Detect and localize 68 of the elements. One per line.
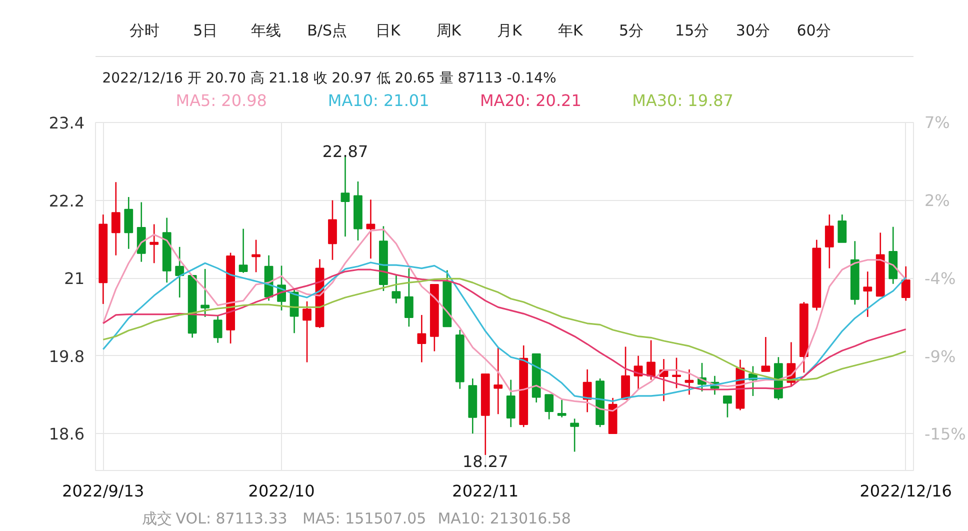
annotation: 18.27 bbox=[462, 452, 508, 471]
candlestick bbox=[570, 418, 580, 452]
candlestick bbox=[672, 357, 681, 389]
x-tick-label: 2022/12/16 bbox=[860, 482, 952, 500]
candlestick bbox=[340, 156, 350, 238]
text: B/S点 bbox=[307, 22, 347, 40]
y-tick-label: 23.4 bbox=[48, 114, 84, 132]
y2-tick-label: 2% bbox=[924, 190, 950, 210]
text: 月K bbox=[497, 22, 524, 40]
candlestick bbox=[684, 368, 694, 396]
text: 60分 bbox=[796, 22, 831, 40]
y-tick-label: 19.8 bbox=[48, 346, 84, 366]
text: 分时 bbox=[130, 22, 160, 40]
text: 日K bbox=[375, 22, 402, 40]
candlestick bbox=[111, 181, 120, 256]
text: MA5: 20.98 bbox=[176, 91, 267, 110]
candlestick bbox=[366, 198, 376, 260]
candlestick bbox=[761, 336, 770, 372]
text: 5分 bbox=[618, 22, 644, 40]
candlestick bbox=[838, 214, 847, 244]
candlestick bbox=[404, 268, 414, 328]
candlestick bbox=[175, 246, 184, 298]
candlestick bbox=[328, 200, 337, 261]
y2-tick-label: -15% bbox=[924, 424, 966, 444]
x-tick-label: 2022/10 bbox=[248, 482, 315, 500]
candlestick bbox=[506, 379, 516, 428]
y-tick-label: 18.6 bbox=[48, 424, 84, 444]
candlestick bbox=[544, 394, 554, 420]
text: 15分 bbox=[675, 22, 710, 40]
y2-tick-label: -4% bbox=[924, 268, 956, 288]
text: MA5: 151507.05 bbox=[302, 510, 426, 528]
candlestick bbox=[723, 395, 732, 418]
text: MA10: 21.01 bbox=[328, 91, 430, 110]
candlestick bbox=[646, 340, 656, 380]
x-tick-label: 2022/9/13 bbox=[62, 482, 144, 500]
y-tick-label: 21 bbox=[64, 269, 84, 288]
candlestick bbox=[213, 314, 222, 344]
text: 年线 bbox=[251, 22, 282, 40]
text: 周K bbox=[436, 22, 462, 40]
candlestick bbox=[124, 196, 134, 250]
text: 30分 bbox=[736, 22, 770, 40]
candlestick bbox=[150, 224, 159, 264]
text: 5日 bbox=[193, 22, 218, 40]
y2-tick-label: -9% bbox=[924, 346, 956, 366]
candlestick bbox=[494, 346, 503, 415]
x-tick-label: 2022/11 bbox=[452, 482, 519, 500]
text: 年K bbox=[558, 22, 584, 40]
y-tick-label: 22.2 bbox=[48, 191, 84, 210]
candlestick bbox=[582, 368, 592, 413]
text: MA10: 213016.58 bbox=[438, 510, 571, 528]
candlestick bbox=[238, 228, 248, 274]
candlestick bbox=[863, 270, 872, 318]
text: VOL: 87113.33 bbox=[176, 510, 288, 528]
candlestick bbox=[557, 399, 566, 418]
candlestick bbox=[302, 300, 312, 363]
y2-tick-label: 7% bbox=[924, 113, 950, 132]
text: MA30: 19.87 bbox=[632, 91, 734, 110]
text: 2022/12/16 开 20.70 高 21.18 收 20.97 低 20.65 量 87113 -0.14% bbox=[102, 70, 556, 86]
candlestick bbox=[200, 268, 210, 318]
candlestick bbox=[417, 314, 426, 363]
text: MA20: 20.21 bbox=[480, 91, 582, 110]
candlestick bbox=[621, 346, 630, 400]
candlestick bbox=[901, 266, 910, 302]
annotation: 22.87 bbox=[322, 142, 368, 161]
candlestick bbox=[252, 239, 260, 273]
candlestick bbox=[392, 274, 401, 304]
candlestick bbox=[824, 214, 834, 269]
text: 成交 bbox=[142, 510, 172, 528]
